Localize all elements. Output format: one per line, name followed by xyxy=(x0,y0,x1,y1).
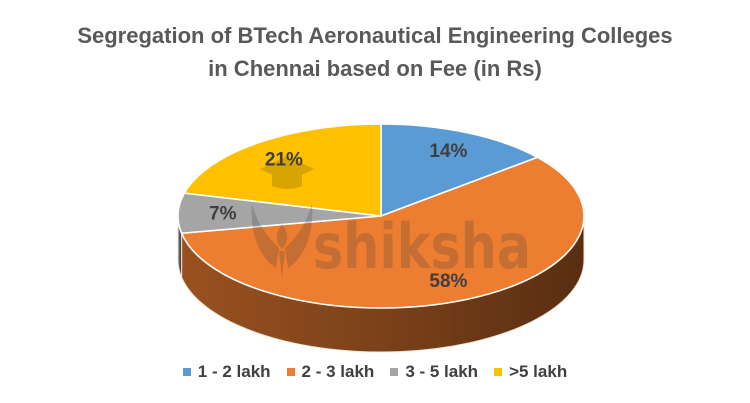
legend-item: 2 - 3 lakh xyxy=(286,362,375,382)
legend-label: 2 - 3 lakh xyxy=(301,362,375,381)
nib-tip xyxy=(279,251,285,278)
legend-marker-icon xyxy=(390,368,399,376)
legend-item: 3 - 5 lakh xyxy=(390,362,478,382)
pie-slice xyxy=(180,156,585,309)
graduation-cap-icon xyxy=(260,156,314,189)
legend-marker-icon xyxy=(494,368,503,376)
chart-title-line1: Segregation of BTech Aeronautical Engine… xyxy=(77,23,673,48)
legend-label: 3 - 5 lakh xyxy=(405,362,479,381)
watermark: shiksha xyxy=(251,156,531,283)
legend-label: 1 - 2 lakh xyxy=(197,362,271,381)
legend-label: >5 lakh xyxy=(509,362,568,381)
nib-left-wing xyxy=(251,204,279,268)
slice-label: 21% xyxy=(265,149,303,170)
nib-drop xyxy=(276,224,288,249)
nib-right-wing xyxy=(285,204,313,268)
slice-label: 14% xyxy=(429,141,467,162)
watermark-text: shiksha xyxy=(313,210,531,283)
legend-item: >5 lakh xyxy=(494,362,567,382)
legend-item: 1 - 2 lakh xyxy=(182,362,271,382)
cap-base xyxy=(272,174,302,189)
chart-title: Segregation of BTech Aeronautical Engine… xyxy=(0,19,750,85)
pen-nib-icon xyxy=(251,204,313,278)
legend: 1 - 2 lakh 2 - 3 lakh 3 - 5 lakh >5 lakh xyxy=(0,362,750,382)
slice-label: 58% xyxy=(429,271,467,292)
legend-marker-icon xyxy=(286,368,295,376)
slice-label: 7% xyxy=(209,204,237,225)
chart-title-line2: in Chennai based on Fee (in Rs) xyxy=(208,56,542,81)
pie-slice xyxy=(380,123,539,217)
legend-marker-icon xyxy=(182,368,191,376)
